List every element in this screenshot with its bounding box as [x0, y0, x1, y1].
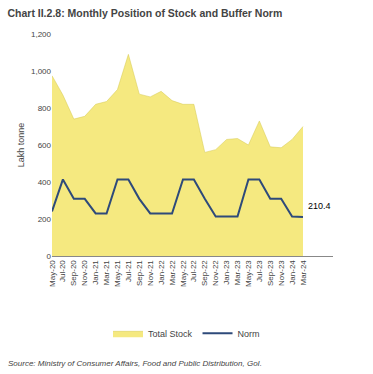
svg-text:Nov-22: Nov-22 [211, 260, 220, 286]
svg-text:Jan-22: Jan-22 [157, 260, 166, 285]
svg-text:Jul-21: Jul-21 [124, 260, 133, 282]
svg-text:May-23: May-23 [244, 260, 253, 287]
svg-text:Jan-21: Jan-21 [91, 260, 100, 285]
svg-text:200: 200 [38, 215, 52, 224]
svg-text:Jan-24: Jan-24 [288, 260, 297, 285]
svg-text:Lakh tonne: Lakh tonne [16, 123, 26, 168]
svg-text:Jan-23: Jan-23 [222, 260, 231, 285]
svg-text:May-20: May-20 [48, 260, 57, 287]
svg-text:0: 0 [47, 252, 52, 261]
svg-text:Sep-21: Sep-21 [135, 260, 144, 286]
svg-text:Nov-20: Nov-20 [80, 260, 89, 286]
svg-text:Source: Ministry of Consumer A: Source: Ministry of Consumer Affairs, Fo… [8, 359, 262, 368]
svg-text:Total Stock: Total Stock [148, 329, 193, 339]
svg-text:800: 800 [38, 104, 52, 113]
svg-text:Sep-20: Sep-20 [69, 260, 78, 286]
svg-text:May-22: May-22 [179, 260, 188, 287]
svg-text:Mar-21: Mar-21 [102, 260, 111, 286]
svg-text:Sep-22: Sep-22 [200, 260, 209, 286]
svg-text:Nov-21: Nov-21 [146, 260, 155, 286]
svg-text:Mar-24: Mar-24 [299, 260, 308, 286]
svg-text:Jul-20: Jul-20 [59, 260, 68, 282]
svg-text:Jul-22: Jul-22 [189, 260, 198, 282]
svg-text:Mar-23: Mar-23 [233, 260, 242, 286]
svg-text:Chart II.2.8: Monthly Position: Chart II.2.8: Monthly Position of Stock … [7, 7, 282, 19]
svg-text:1,000: 1,000 [31, 67, 52, 76]
svg-text:Jul-23: Jul-23 [255, 260, 264, 282]
svg-text:Nov-23: Nov-23 [277, 260, 286, 286]
svg-text:Sep-23: Sep-23 [266, 260, 275, 286]
svg-text:Norm: Norm [238, 329, 260, 339]
svg-text:210.4: 210.4 [308, 201, 331, 211]
svg-text:Mar-22: Mar-22 [168, 260, 177, 286]
svg-text:600: 600 [38, 141, 52, 150]
svg-text:1,200: 1,200 [31, 30, 52, 39]
svg-text:May-21: May-21 [113, 260, 122, 287]
svg-text:400: 400 [38, 178, 52, 187]
